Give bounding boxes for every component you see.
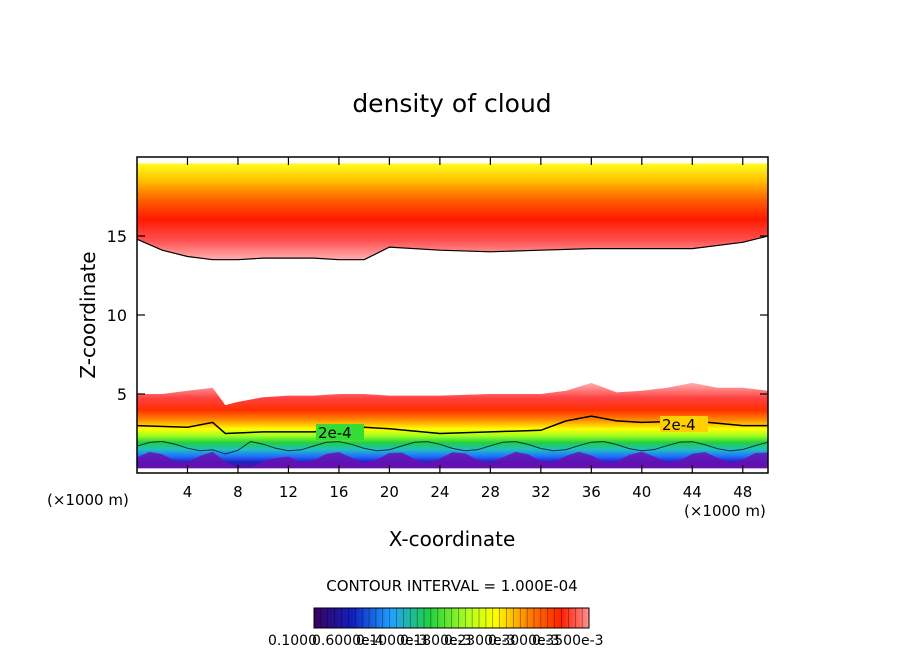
chart-title: density of cloud	[352, 89, 551, 118]
lower-layer-base-band	[137, 451, 768, 469]
colorbar-label-3: 0.1800e-3	[400, 633, 472, 649]
colorbar-label-5: 0.3000e-3	[488, 633, 560, 649]
y-tick-label-1: 10	[107, 306, 127, 325]
colorbar-labels: 0.10000.6000e-40.1000e-30.1800e-30.2300e…	[268, 633, 604, 649]
x-unit-left: (×1000 m)	[47, 491, 129, 509]
colorbar-label-2: 0.1000e-3	[356, 633, 428, 649]
colorbar-label-0: 0.1000	[268, 633, 317, 649]
x-tick-label-4: 20	[380, 483, 399, 501]
colorbar-label-1: 0.6000e-4	[312, 633, 384, 649]
plot-area	[137, 163, 768, 469]
x-axis-ticks: 4 8 12 16 20 24 28 32 36 40 44 48	[183, 157, 752, 501]
upper-layer-edge-contour	[137, 235, 768, 261]
x-tick-label-3: 16	[329, 483, 348, 501]
y-axis-ticks: 5 10 15	[107, 227, 768, 404]
x-unit-right: (×1000 m)	[684, 502, 766, 520]
contour-label-2: 2e-4	[662, 416, 696, 434]
colorbar-ticks	[313, 608, 590, 628]
x-tick-label-9: 40	[632, 483, 651, 501]
x-tick-label-1: 8	[233, 483, 243, 501]
x-tick-label-2: 12	[279, 483, 298, 501]
x-tick-label-7: 32	[531, 483, 550, 501]
x-tick-label-0: 4	[183, 483, 193, 501]
contour-line-2e-4	[137, 415, 768, 435]
contour-label-bg-2	[660, 416, 708, 432]
y-axis-label: Z-coordinate	[76, 251, 100, 378]
x-tick-label-5: 24	[430, 483, 449, 501]
lower-cloud-layer	[137, 382, 768, 469]
x-tick-label-8: 36	[582, 483, 601, 501]
contour-interval-text: CONTOUR INTERVAL = 1.000E-04	[326, 577, 577, 595]
x-axis-label: X-coordinate	[389, 527, 516, 551]
y-tick-label-2: 15	[107, 227, 127, 246]
upper-cloud-layer	[137, 163, 768, 260]
colorbar-label-6: 0.3500e-3	[532, 633, 604, 649]
contour-label-bg-1	[316, 424, 364, 440]
y-tick-label-0: 5	[117, 385, 127, 404]
contour-label-1: 2e-4	[318, 424, 352, 442]
colorbar-label-4: 0.2300e-3	[444, 633, 516, 649]
x-tick-label-6: 28	[481, 483, 500, 501]
contour-line-lower	[137, 440, 768, 455]
x-tick-label-10: 44	[683, 483, 702, 501]
x-tick-label-11: 48	[733, 483, 752, 501]
